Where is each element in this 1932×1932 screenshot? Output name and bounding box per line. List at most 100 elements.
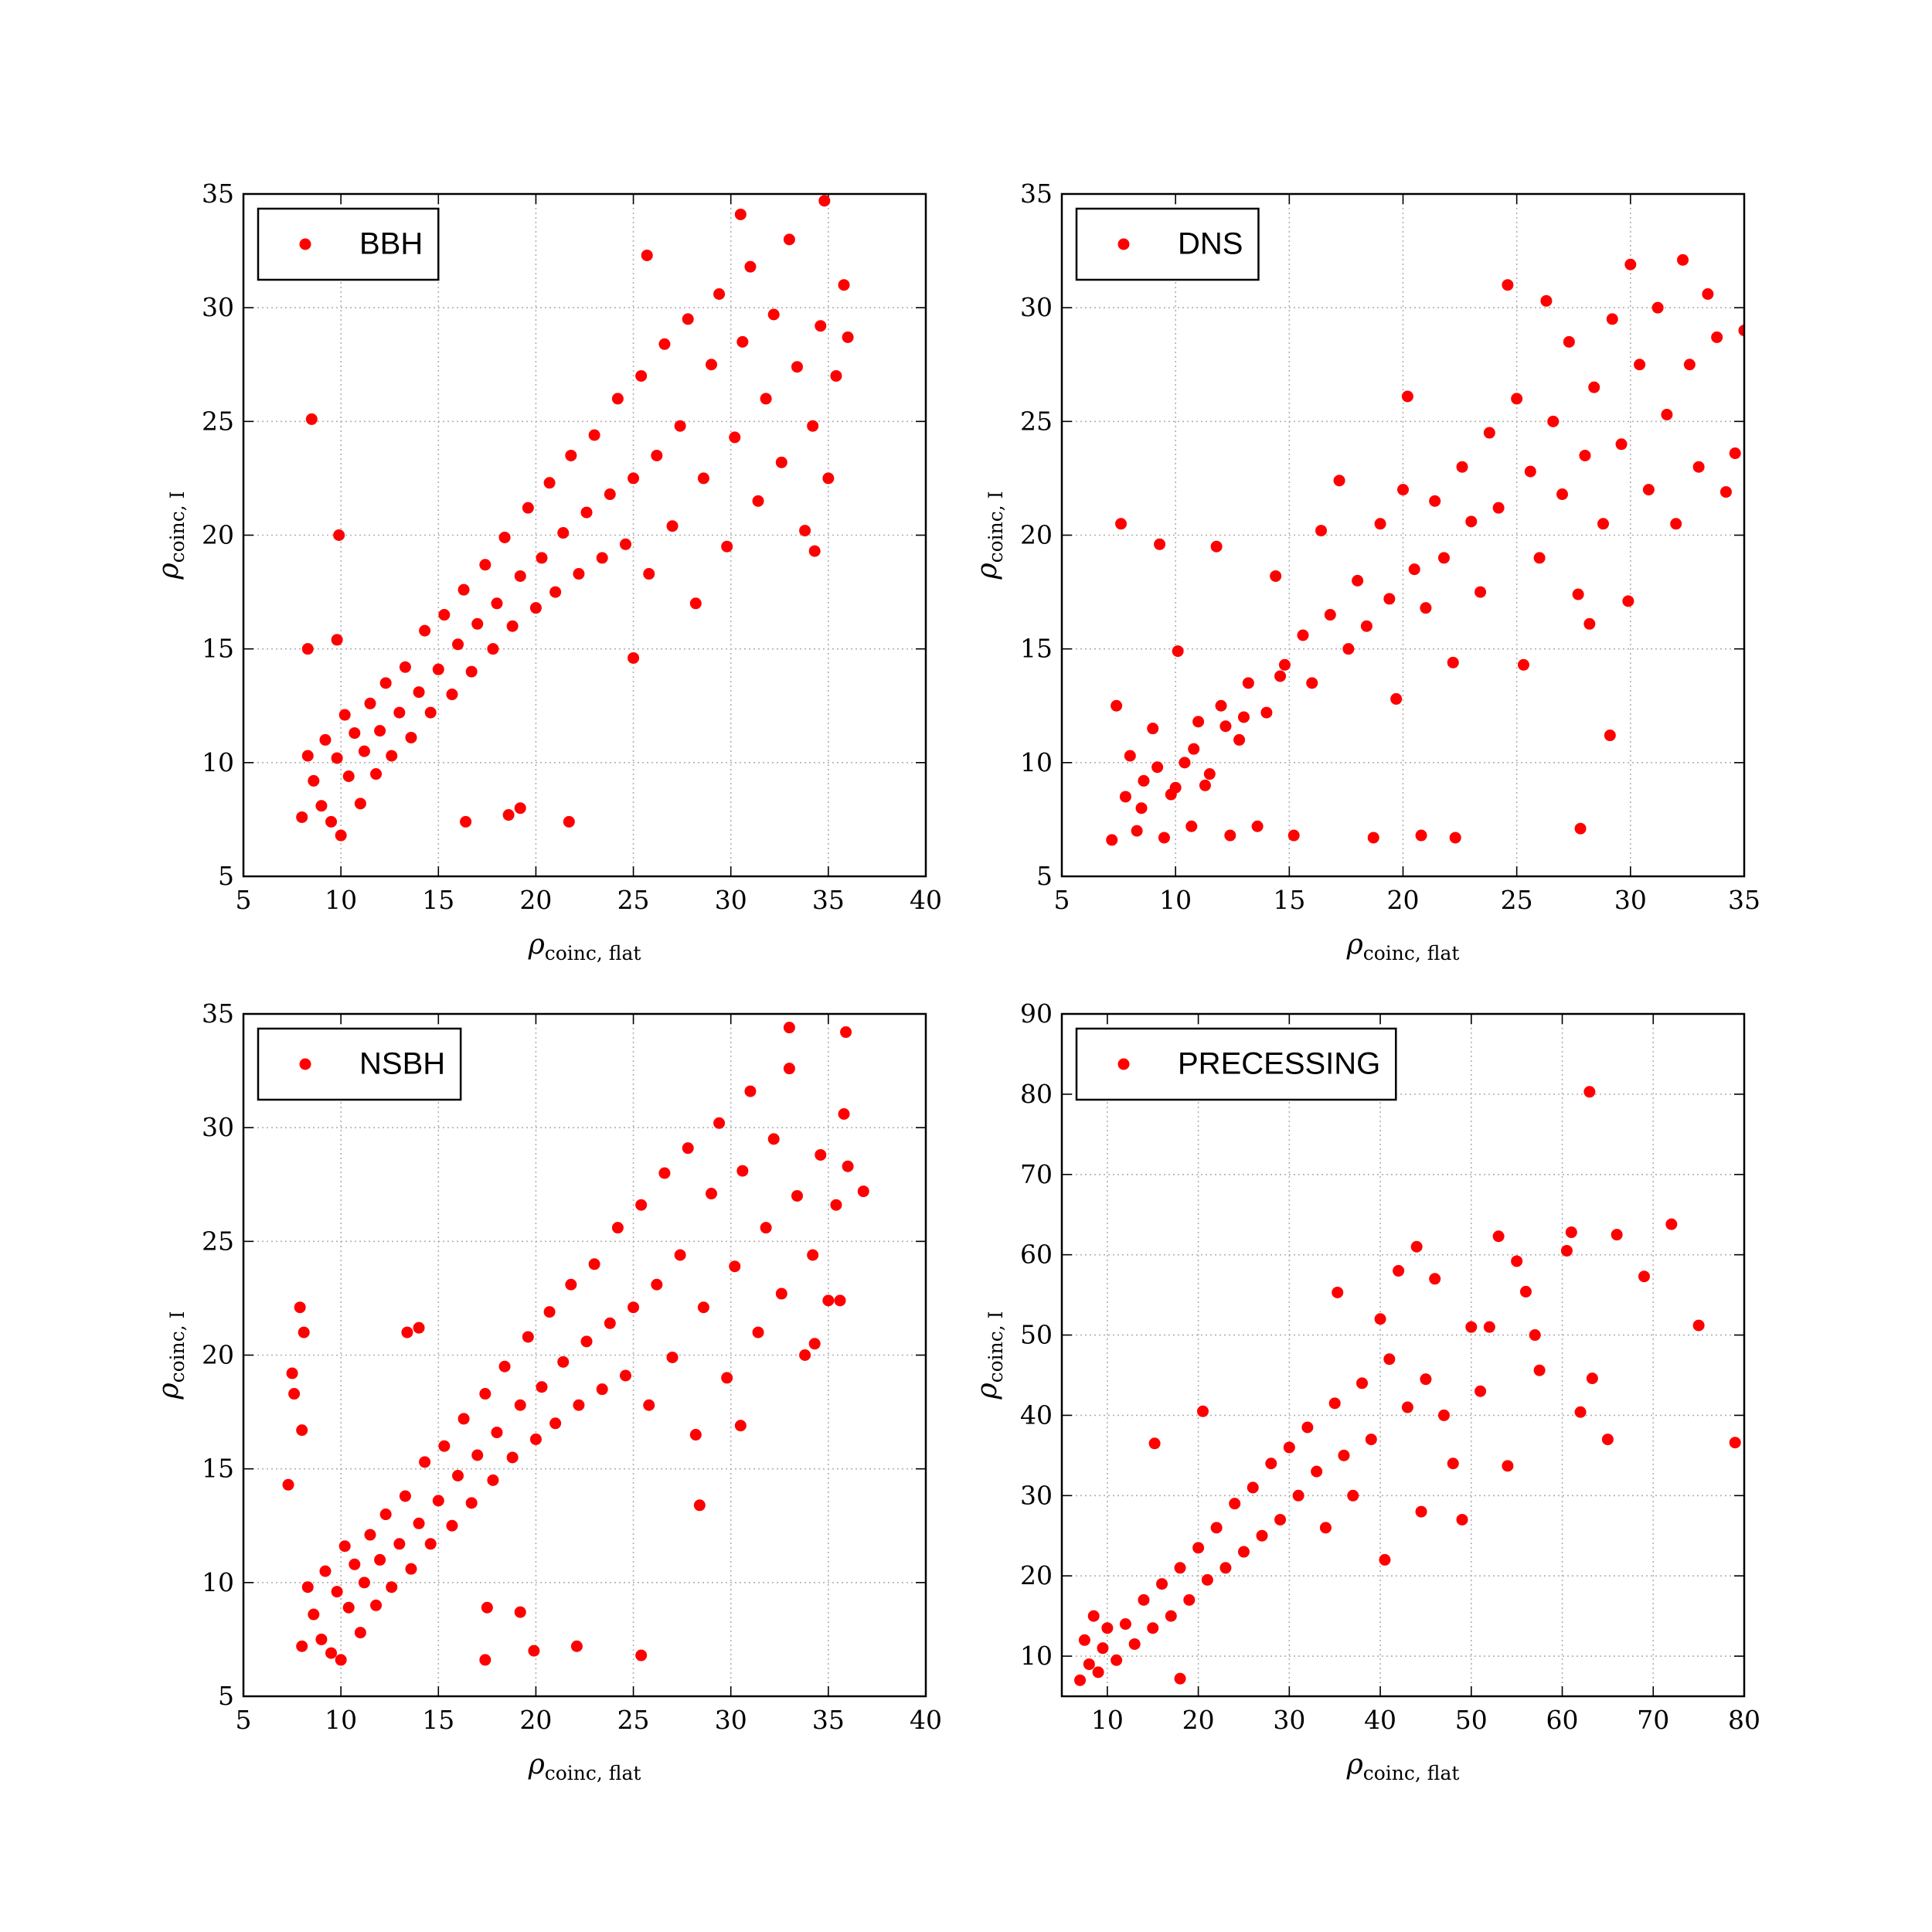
point [296,811,308,823]
x-tick-label: 20 [1387,885,1420,915]
point [697,1301,709,1314]
point [288,1388,301,1400]
point [752,1326,764,1338]
point [1233,733,1246,746]
y-tick-label: 60 [1020,1240,1053,1270]
point [529,1433,542,1445]
point [1597,518,1610,530]
x-tick-label: 20 [519,1705,552,1735]
point [301,643,314,655]
point [364,1529,376,1541]
point [424,1538,437,1550]
point [1135,802,1148,815]
point [432,663,444,675]
y-tick-label: 5 [1036,861,1053,891]
x-axis-subscript: coinc, flat [545,942,641,964]
point [1229,1498,1241,1510]
y-tick-label: 30 [202,1112,234,1142]
x-axis-label: ρcoinc, flat [528,929,641,964]
point [1119,791,1131,803]
point [580,1335,593,1348]
point [628,472,640,485]
point [1274,1513,1287,1526]
point [674,420,686,432]
point [1524,465,1536,478]
point [1219,720,1232,733]
point [682,1142,694,1155]
point [1201,1573,1213,1586]
point [783,1022,795,1034]
point [1192,1542,1205,1554]
y-tick-label: 10 [202,1567,234,1597]
point [1087,1610,1100,1622]
point [744,260,757,273]
x-tick-label: 40 [910,1705,942,1735]
point [379,1509,392,1521]
point [1342,643,1355,655]
y-tick-label: 5 [218,1681,234,1711]
y-axis-subscript: coinc, I [166,1311,189,1383]
point [296,1424,308,1437]
point [301,1581,314,1594]
point [1188,743,1200,755]
point [1356,1377,1369,1389]
point [1615,438,1628,451]
point [1278,658,1291,671]
point [1583,1086,1596,1098]
point [1492,502,1505,514]
point [1192,716,1205,728]
y-tick-label: 90 [1020,998,1053,1029]
y-tick-label: 80 [1020,1079,1053,1109]
point [1338,1449,1350,1461]
point [514,1399,526,1411]
point [308,774,320,787]
point [1148,1437,1161,1450]
point [1574,822,1587,835]
point [419,1456,431,1468]
point [635,1199,648,1211]
legend: NSBH [257,1027,462,1101]
point [721,540,733,553]
point [1692,461,1705,473]
point [1456,1513,1468,1526]
point [1738,325,1744,337]
legend-marker [299,238,311,250]
point [689,1429,702,1441]
point [1319,1522,1332,1534]
points [296,195,854,842]
point [286,1367,298,1379]
point [729,1260,741,1273]
legend-label: PRECESSING [1178,1047,1380,1081]
x-tick-label: 20 [1182,1705,1215,1735]
point [1179,757,1191,769]
point [1449,832,1461,844]
point [1565,1226,1577,1239]
point [1374,518,1386,530]
point [1563,335,1575,348]
point [479,1654,492,1666]
point [734,208,747,220]
point [783,1063,795,1075]
point [452,638,464,651]
point [491,597,503,610]
point [325,815,338,828]
point [1169,781,1182,794]
y-tick-label: 35 [202,998,234,1029]
point [1588,381,1600,393]
point [767,1133,780,1145]
point [573,1399,585,1411]
point [1729,447,1741,460]
point [358,1577,370,1589]
point [713,288,726,301]
x-axis-subscript: coinc, flat [1363,942,1460,964]
point [1511,1255,1523,1267]
point [570,1640,583,1652]
point [1274,670,1287,682]
point [498,531,511,543]
x-axis-subscript: coinc, flat [1363,1762,1460,1784]
point [1437,1409,1450,1421]
